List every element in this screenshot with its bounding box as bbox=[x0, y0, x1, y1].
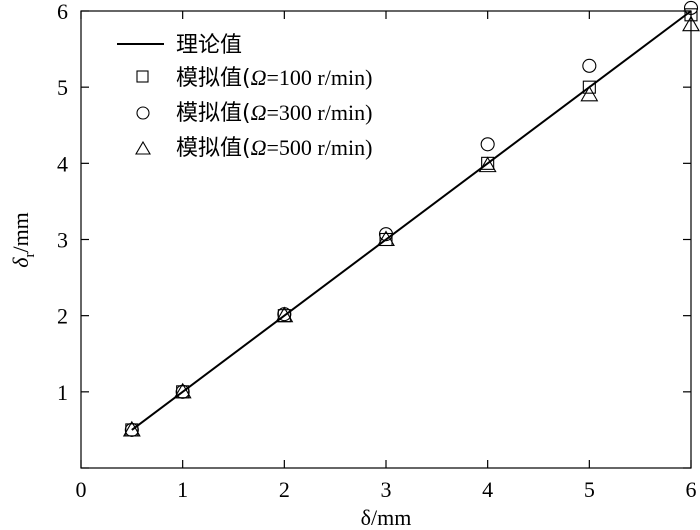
legend-series-2-label: 模拟值(Ω=300 r/min) bbox=[176, 100, 372, 126]
circle-marker bbox=[480, 137, 495, 152]
y-axis-title: δr/mm bbox=[8, 212, 38, 268]
circle-marker bbox=[582, 58, 597, 73]
y-tick-label: 2 bbox=[57, 304, 68, 329]
legend-triangle-marker bbox=[135, 140, 151, 155]
x-tick-label: 6 bbox=[686, 477, 697, 502]
x-tick-label: 5 bbox=[584, 477, 595, 502]
legend-series-1-suffix: =100 r/min) bbox=[267, 65, 373, 90]
x-tick-label: 2 bbox=[279, 477, 290, 502]
x-axis-title: δ/mm bbox=[361, 505, 412, 530]
legend-series-3-symbol: Ω bbox=[251, 135, 267, 160]
circle-marker bbox=[378, 227, 394, 242]
y-tick-label: 5 bbox=[57, 75, 68, 100]
legend-series-2-suffix: =300 r/min) bbox=[267, 100, 373, 125]
y-tick-label: 1 bbox=[57, 380, 68, 405]
legend-series-2-prefix: 模拟值( bbox=[176, 101, 251, 126]
triangle-marker bbox=[275, 306, 294, 323]
y-axis-title-symbol: δ bbox=[8, 257, 33, 268]
legend-series-1-prefix: 模拟值( bbox=[176, 66, 251, 91]
legend-series-1-symbol: Ω bbox=[251, 65, 267, 90]
triangle-marker bbox=[173, 382, 192, 399]
legend-theory-label: 理论值 bbox=[176, 33, 242, 58]
legend-series-3-prefix: 模拟值( bbox=[176, 136, 251, 161]
legend-series-3-label: 模拟值(Ω=500 r/min) bbox=[176, 135, 372, 161]
y-tick-label: 6 bbox=[57, 0, 68, 24]
x-tick-label: 4 bbox=[482, 477, 493, 502]
triangle-marker bbox=[682, 15, 700, 32]
square-marker bbox=[582, 80, 596, 94]
y-axis-title-unit: /mm bbox=[8, 212, 33, 252]
legend-series-2-symbol: Ω bbox=[251, 100, 267, 125]
x-tick-label: 1 bbox=[177, 477, 188, 502]
legend-circle-marker bbox=[136, 106, 150, 120]
legend-square-marker bbox=[136, 70, 149, 83]
marker-layer bbox=[122, 0, 700, 437]
y-tick-label: 4 bbox=[57, 151, 68, 176]
x-tick-label: 0 bbox=[76, 477, 87, 502]
legend-series-1-label: 模拟值(Ω=100 r/min) bbox=[176, 65, 372, 91]
theory-line bbox=[131, 10, 692, 431]
circle-marker bbox=[683, 0, 699, 16]
axis-ticks: 0 1 2 3 4 5 6 1 2 3 4 5 6 bbox=[57, 0, 697, 502]
legend: 理论值 模拟值(Ω=100 r/min) 模拟值(Ω=300 r/min) 模拟… bbox=[117, 33, 372, 161]
square-marker bbox=[684, 8, 698, 22]
triangle-marker bbox=[377, 230, 395, 247]
triangle-marker bbox=[580, 85, 599, 102]
legend-series-3-suffix: =500 r/min) bbox=[267, 135, 373, 160]
y-tick-label: 3 bbox=[57, 228, 68, 253]
theory-line-layer bbox=[131, 10, 692, 431]
triangle-marker bbox=[122, 420, 141, 437]
x-tick-label: 3 bbox=[381, 477, 392, 502]
triangle-marker bbox=[478, 156, 497, 173]
y-axis-title-subscript: r bbox=[22, 253, 38, 258]
